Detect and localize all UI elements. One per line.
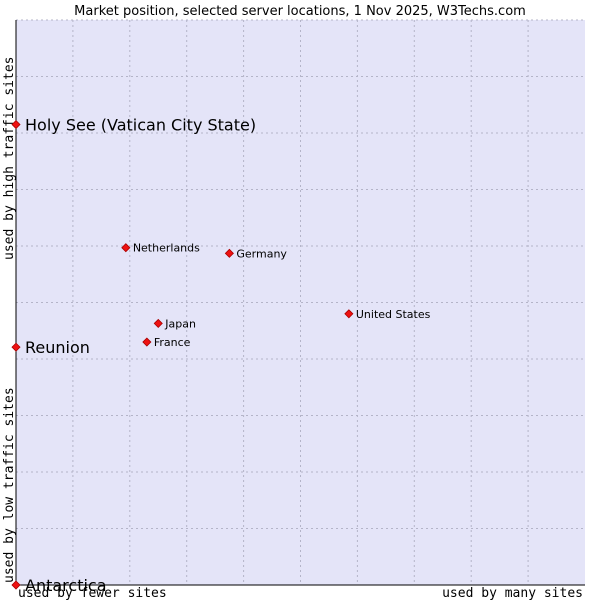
data-point-label: France <box>154 336 191 349</box>
data-point-label: Netherlands <box>133 242 200 255</box>
data-point-label: Germany <box>236 247 287 260</box>
data-point-label: Japan <box>164 317 196 330</box>
data-point: Holy See (Vatican City State) <box>11 116 256 135</box>
data-point-label: Antarctica <box>25 576 107 595</box>
data-point-marker <box>11 580 21 590</box>
grid <box>16 19 585 585</box>
x-axis-label-low: used by fewer sites <box>18 586 167 600</box>
data-point-label: Reunion <box>25 338 90 357</box>
data-point: Japan <box>153 317 196 330</box>
data-point: Antarctica <box>11 576 107 595</box>
data-point-marker <box>11 342 21 352</box>
data-point: Reunion <box>11 338 90 357</box>
data-point: Netherlands <box>121 242 200 255</box>
data-point-marker <box>344 309 354 319</box>
data-point: Germany <box>224 247 287 260</box>
chart-title: Market position, selected server locatio… <box>74 4 526 19</box>
data-point-marker <box>11 119 21 130</box>
data-point: France <box>142 336 191 349</box>
data-point-marker <box>224 248 234 258</box>
x-axis-label-high: used by many sites <box>442 586 583 600</box>
data-point-label: Holy See (Vatican City State) <box>25 116 256 135</box>
data-point-marker <box>142 337 152 347</box>
data-point-marker <box>121 243 131 253</box>
y-axis-label-high: used by high traffic sites <box>2 57 17 261</box>
data-points: Holy See (Vatican City State) Netherlands… <box>11 116 431 595</box>
data-point-label: United States <box>356 308 431 321</box>
data-point: United States <box>344 308 431 321</box>
y-axis-label-low: used by low traffic sites <box>2 387 17 583</box>
data-point-marker <box>153 318 163 328</box>
